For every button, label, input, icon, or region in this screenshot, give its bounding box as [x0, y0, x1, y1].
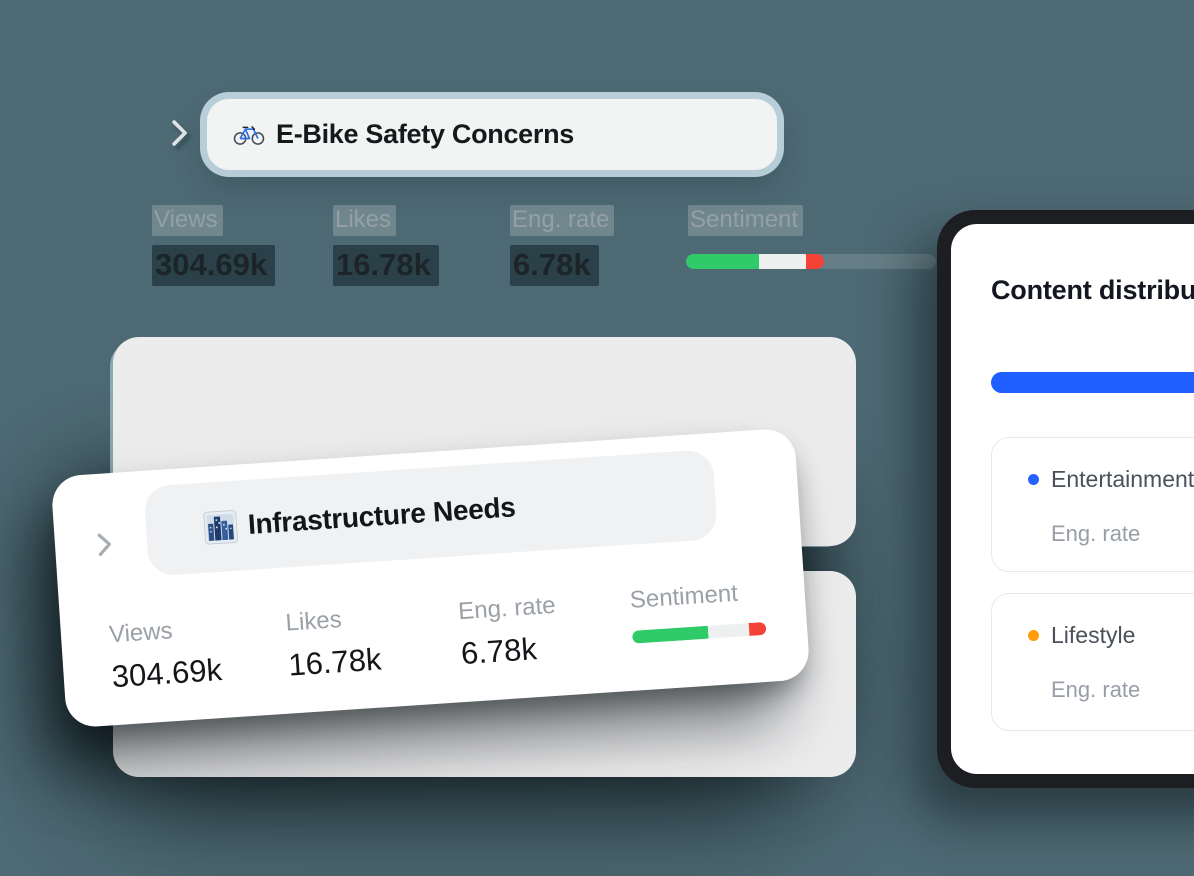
- category-row: Lifestyle: [1028, 622, 1135, 649]
- stat-label: Views: [152, 205, 223, 236]
- topic-title: E-Bike Safety Concerns: [276, 119, 575, 149]
- category-metric-label: Eng. rate: [1051, 521, 1141, 546]
- sentiment-neutral-segment: [758, 254, 806, 269]
- sentiment-bar: [631, 621, 767, 644]
- topic-title-pill[interactable]: Infrastructure Needs: [143, 449, 719, 577]
- distribution-bar: [991, 372, 1194, 393]
- category-dot-icon: [1028, 630, 1039, 641]
- sentiment-positive-segment: [631, 625, 710, 644]
- expand-chevron-icon[interactable]: [90, 529, 118, 561]
- stat-label: Views: [108, 617, 174, 649]
- sentiment-positive-segment: [686, 254, 759, 269]
- stat-value: 16.78k: [333, 245, 439, 286]
- category-item-lifestyle[interactable]: Lifestyle Eng. rate: [991, 593, 1194, 731]
- stat-label: Sentiment: [629, 579, 739, 614]
- stat-label: Sentiment: [688, 205, 804, 236]
- sentiment-neutral-segment: [708, 623, 750, 639]
- category-row: Entertainment: [1028, 466, 1194, 493]
- sentiment-negative-segment: [806, 254, 824, 269]
- stat-value: 6.78k: [459, 631, 538, 672]
- expand-chevron-icon[interactable]: [164, 116, 194, 150]
- stat-value: 304.69k: [110, 652, 224, 695]
- stat-views: Views 304.69k: [108, 614, 223, 695]
- stat-eng-rate: Eng. rate 6.78k: [510, 205, 615, 286]
- stat-label: Eng. rate: [457, 591, 557, 626]
- bicycle-icon: [233, 123, 265, 146]
- category-name: Lifestyle: [1051, 622, 1136, 648]
- category-item-entertainment[interactable]: Entertainment Eng. rate: [991, 437, 1194, 572]
- panel-title: Content distribution: [991, 275, 1194, 305]
- sentiment-negative-segment: [748, 621, 767, 637]
- topic-card-infrastructure: Infrastructure Needs Views 304.69k Likes…: [50, 427, 811, 729]
- category-dot-icon: [1028, 474, 1039, 485]
- stat-sentiment: Sentiment: [629, 578, 767, 644]
- category-metric-label: Eng. rate: [1051, 677, 1141, 702]
- stat-value: 304.69k: [152, 245, 276, 286]
- topic-title: Infrastructure Needs: [247, 491, 517, 540]
- stat-label: Likes: [284, 606, 343, 637]
- stat-label: Likes: [333, 205, 397, 236]
- cityscape-icon: [203, 509, 238, 545]
- content-distribution-panel: Content distribution Entertainment Eng. …: [937, 210, 1194, 788]
- stat-value: 16.78k: [287, 641, 383, 683]
- category-name: Entertainment: [1051, 466, 1194, 492]
- stat-eng-rate: Eng. rate 6.78k: [457, 592, 559, 672]
- stat-likes: Likes 16.78k: [333, 205, 439, 286]
- content-distribution-inner: Content distribution Entertainment Eng. …: [951, 224, 1194, 774]
- stat-likes: Likes 16.78k: [285, 604, 383, 684]
- stat-label: Eng. rate: [510, 205, 615, 236]
- stat-value: 6.78k: [510, 245, 599, 286]
- stat-sentiment: Sentiment: [688, 205, 804, 236]
- topic-title-pill[interactable]: E-Bike Safety Concerns: [207, 99, 777, 170]
- sentiment-bar: [686, 254, 936, 269]
- stat-views: Views 304.69k: [152, 205, 276, 286]
